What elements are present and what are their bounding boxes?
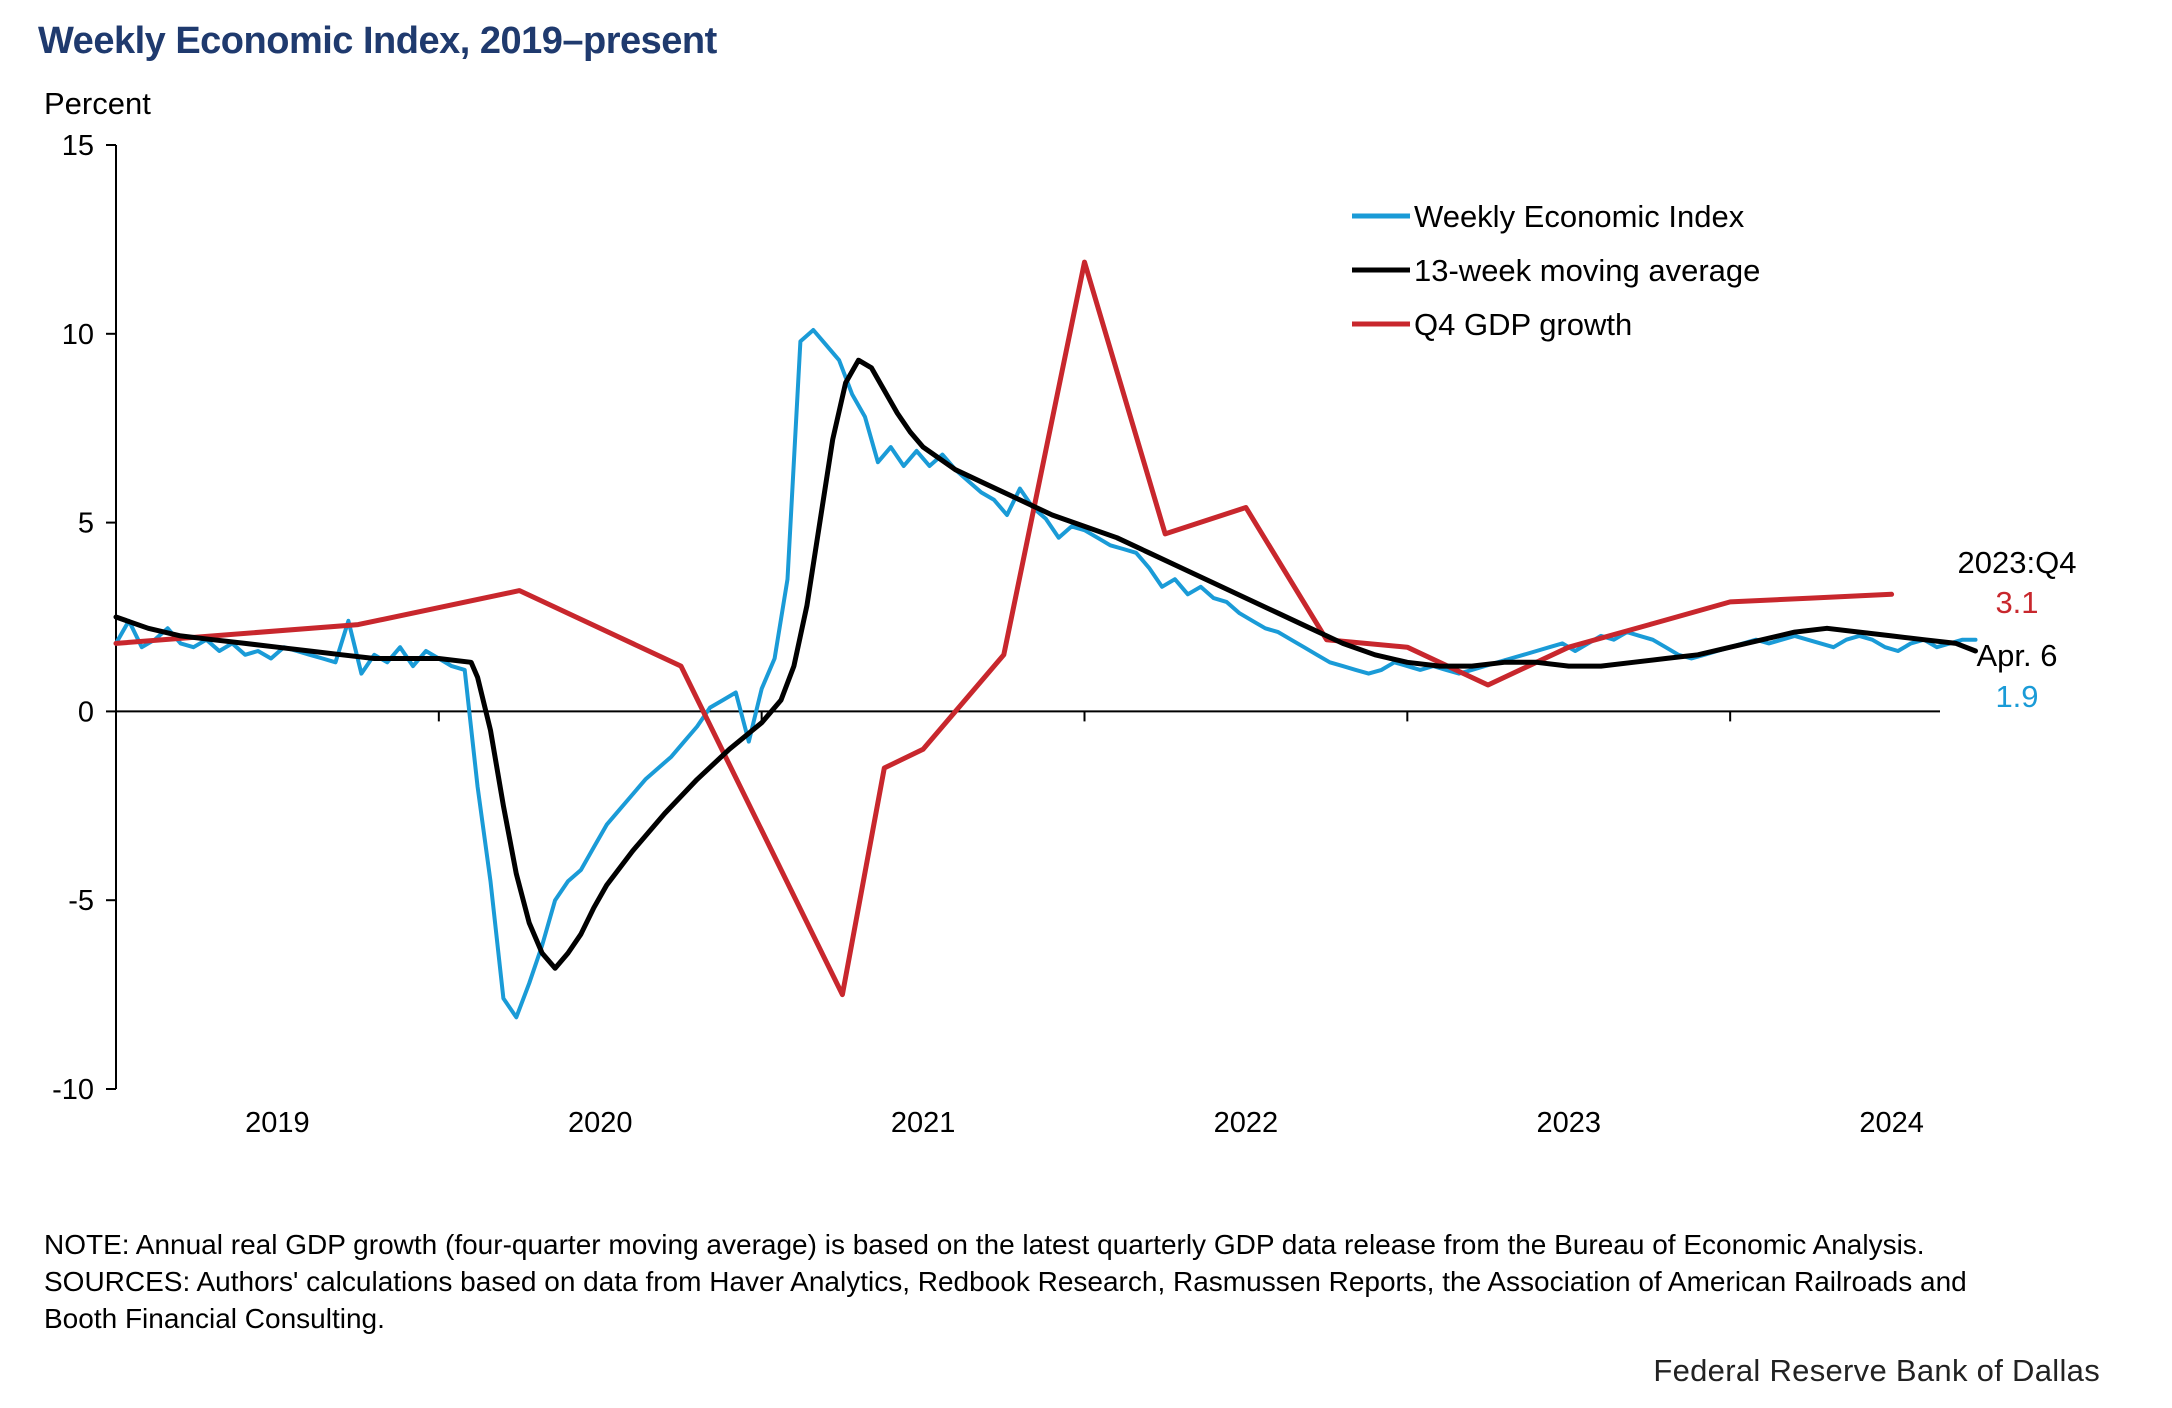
note-text: NOTE: Annual real GDP growth (four-quart… (44, 1229, 1925, 1260)
wei-end-value: 1.9 (1995, 679, 2038, 714)
axes: 15 10 5 0 -5 -10 2019 2020 2021 2022 2023 2024 (52, 130, 1940, 1139)
wei-end-label: Apr. 6 (1977, 638, 2058, 673)
y-tick-label: -10 (52, 1074, 94, 1106)
y-tick-label: 15 (62, 130, 94, 162)
y-axis-label: Percent (44, 86, 151, 121)
series-layer (113, 259, 1978, 1020)
y-tick-label: 0 (78, 696, 94, 728)
q4-end-value: 3.1 (1995, 585, 2038, 620)
x-tick-label: 2021 (891, 1107, 956, 1139)
source-credit: Federal Reserve Bank of Dallas (1653, 1353, 2100, 1388)
y-tick-label: -5 (68, 885, 94, 917)
legend: Weekly Economic Index 13-week moving aver… (1352, 199, 1760, 342)
y-tick-label: 5 (78, 508, 94, 540)
legend-label: 13-week moving average (1414, 253, 1760, 288)
series-line-q4-gdp-growth (113, 259, 1895, 998)
x-tick-label: 2022 (1214, 1107, 1279, 1139)
x-tick-label: 2019 (245, 1107, 310, 1139)
x-tick-label: 2023 (1536, 1107, 1601, 1139)
end-labels: 2023:Q4 3.1 Apr. 6 1.9 (1958, 545, 2077, 714)
series-line-13-week-moving-average (113, 357, 1978, 971)
x-tick-label: 2024 (1859, 1107, 1924, 1139)
series-line-weekly-economic-index (114, 328, 1978, 1020)
legend-label: Q4 GDP growth (1414, 307, 1632, 342)
x-tick-label: 2020 (568, 1107, 633, 1139)
y-tick-label: 10 (62, 319, 94, 351)
sources-text: SOURCES: Authors' calculations based on … (44, 1266, 1967, 1334)
notes: NOTE: Annual real GDP growth (four-quart… (44, 1226, 2044, 1337)
q4-end-label: 2023:Q4 (1958, 545, 2077, 580)
legend-label: Weekly Economic Index (1414, 199, 1745, 234)
chart-title: Weekly Economic Index, 2019–present (38, 20, 717, 62)
